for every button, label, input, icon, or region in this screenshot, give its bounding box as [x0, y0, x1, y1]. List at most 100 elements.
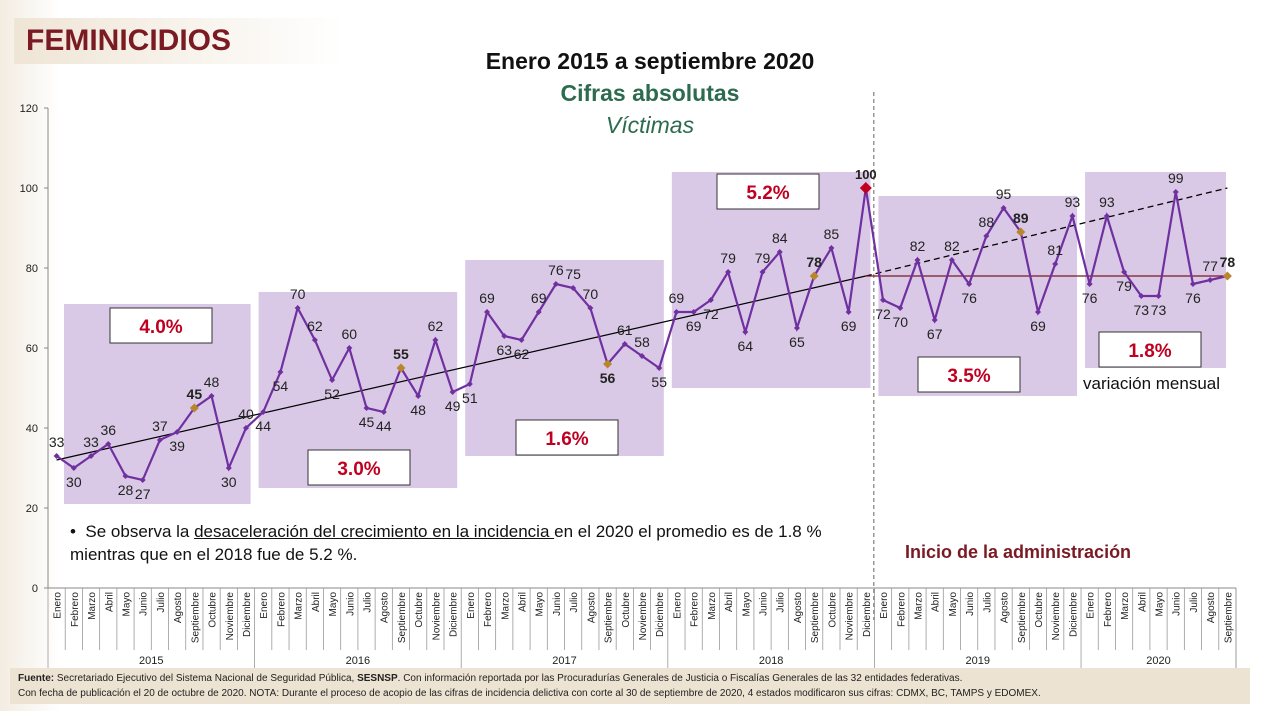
data-point: [570, 285, 577, 291]
data-label: 69: [479, 290, 495, 306]
data-point: [535, 309, 542, 315]
month-label: Agosto: [173, 592, 184, 624]
data-label: 45: [187, 386, 203, 402]
data-point: [294, 305, 301, 311]
section-title: FEMINICIDIOS: [26, 24, 232, 57]
month-label: Septiembre: [1017, 592, 1028, 644]
data-point: [122, 473, 129, 479]
source-text: Secretariado Ejecutivo del Sistema Nacio…: [54, 673, 358, 684]
chart-subtitle-2: Víctimas: [605, 112, 695, 138]
data-label: 33: [49, 434, 65, 450]
data-label: 60: [342, 326, 358, 342]
trend-line: [56, 275, 866, 461]
data-point: [603, 359, 613, 369]
note-suffix: en el 2020 el promedio es de 1.8 % mient…: [70, 522, 822, 564]
data-label: 75: [565, 266, 581, 282]
data-label: 44: [376, 418, 392, 434]
data-point: [260, 409, 267, 415]
month-label: Diciembre: [862, 592, 873, 637]
data-point: [587, 305, 594, 311]
data-label: 70: [583, 286, 599, 302]
footer: Fuente: Secretariado Ejecutivo del Siste…: [10, 668, 1250, 704]
data-label: 82: [910, 238, 926, 254]
data-point: [105, 441, 112, 447]
growth-box-2018: [716, 173, 820, 210]
growth-label: 1.6%: [545, 429, 588, 450]
data-label: 65: [789, 334, 805, 350]
data-label: 36: [100, 422, 116, 438]
data-label: 30: [221, 474, 237, 490]
growth-label: 4.0%: [139, 317, 182, 338]
data-point: [415, 393, 422, 399]
data-label: 37: [152, 418, 168, 434]
data-label: 67: [927, 326, 943, 342]
data-point: [1052, 261, 1059, 267]
data-point: [1189, 281, 1196, 287]
month-label: Septiembre: [604, 592, 615, 644]
month-label: Junio: [345, 592, 356, 616]
data-label: 72: [703, 306, 719, 322]
data-point: [363, 405, 370, 411]
month-label: Febrero: [690, 592, 701, 627]
data-point: [809, 271, 819, 281]
month-label: Febrero: [1103, 592, 1114, 627]
month-label: Mayo: [948, 592, 959, 617]
data-point: [174, 429, 181, 435]
data-point: [690, 309, 697, 315]
source-label: Fuente:: [18, 673, 55, 684]
data-label: 78: [1220, 254, 1236, 270]
data-point: [466, 381, 473, 387]
month-label: Julio: [1189, 592, 1200, 613]
data-label: 61: [617, 322, 633, 338]
data-label: 62: [428, 318, 444, 334]
month-label: Junio: [1172, 592, 1183, 616]
year-label: 2016: [346, 655, 370, 667]
data-label: 54: [273, 378, 289, 394]
month-label: Agosto: [1206, 592, 1217, 624]
data-point: [1155, 293, 1162, 299]
data-label: 76: [1185, 290, 1201, 306]
data-label: 72: [875, 306, 891, 322]
month-label: Junio: [965, 592, 976, 616]
year-label: 2020: [1146, 655, 1170, 667]
month-label: Junio: [139, 592, 150, 616]
data-point: [53, 453, 60, 459]
data-point: [1086, 281, 1093, 287]
data-label: 77: [1202, 258, 1218, 274]
month-label: Mayo: [535, 592, 546, 617]
data-point: [70, 465, 77, 471]
month-label: Agosto: [1000, 592, 1011, 624]
data-label: 79: [720, 250, 736, 266]
growth-box-2016: [307, 449, 411, 486]
data-label: 48: [410, 402, 426, 418]
data-label: 55: [651, 374, 667, 390]
month-label: Octubre: [1034, 592, 1045, 628]
data-label: 76: [1082, 290, 1098, 306]
data-point: [621, 341, 628, 347]
data-label: 81: [1047, 242, 1063, 258]
month-label: Marzo: [707, 592, 718, 620]
month-label: Abril: [1137, 592, 1148, 612]
data-point: [931, 317, 938, 323]
data-point: [1207, 277, 1214, 283]
month-label: Julio: [569, 592, 580, 613]
data-point: [156, 437, 163, 443]
chart-title: Enero 2015 a septiembre 2020: [485, 48, 815, 74]
data-label: 99: [1168, 170, 1184, 186]
data-point: [707, 297, 714, 303]
background-decoration: [0, 0, 60, 711]
year-label: 2017: [552, 655, 576, 667]
data-point: [948, 257, 955, 263]
data-label: 95: [996, 186, 1012, 202]
month-label: Enero: [879, 592, 890, 619]
month-label: Noviembre: [225, 592, 236, 641]
data-label: 73: [1134, 302, 1150, 318]
data-point: [1172, 189, 1179, 195]
data-point: [1222, 271, 1232, 281]
data-point: [639, 353, 645, 359]
data-label: 84: [772, 230, 788, 246]
growth-label: 5.2%: [746, 183, 789, 204]
data-label: 39: [169, 438, 185, 454]
month-label: Febrero: [483, 592, 494, 627]
